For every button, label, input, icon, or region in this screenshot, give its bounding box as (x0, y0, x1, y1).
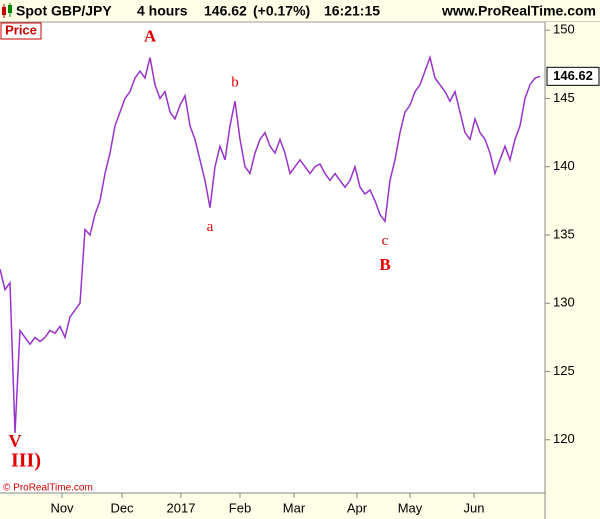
header-title: Spot GBP/JPY (16, 3, 112, 19)
wave-label: a (207, 219, 214, 235)
y-tick-label: 135 (553, 226, 575, 241)
panel-label: Price (5, 22, 37, 37)
y-tick-label: 145 (553, 90, 575, 105)
y-tick-label: 130 (553, 295, 575, 310)
header-bar (0, 0, 600, 22)
y-tick-label: 150 (553, 22, 575, 37)
x-tick-label: Dec (110, 500, 134, 515)
panel-label-box (0, 22, 42, 40)
x-tick-label: Jun (464, 500, 485, 515)
header-icon (2, 3, 12, 18)
y-axis-area (545, 22, 600, 519)
header-time: 16:21:15 (324, 3, 380, 19)
last-price-badge (546, 66, 600, 86)
x-tick-label: 2017 (167, 500, 196, 515)
wave-label: III) (11, 450, 41, 472)
header-period: 4 hours (137, 3, 188, 19)
y-tick-label: 125 (553, 363, 575, 378)
wave-label: V (9, 431, 22, 451)
y-tick-label: 140 (553, 158, 575, 173)
header-change: (+0.17%) (253, 3, 310, 19)
wave-label: c (382, 233, 389, 249)
x-tick-label: Mar (283, 500, 306, 515)
price-line (0, 54, 541, 433)
header-price: 146.62 (204, 3, 247, 19)
y-tick-label: 120 (553, 431, 575, 446)
header-website: www.ProRealTime.com (441, 3, 596, 19)
x-tick-label: Nov (50, 500, 74, 515)
x-tick-label: Feb (229, 500, 251, 515)
wave-label: B (379, 255, 390, 274)
x-axis-area (0, 493, 545, 519)
wave-label: A (144, 26, 157, 45)
copyright: © ProRealTime.com (3, 483, 93, 494)
wave-label: b (231, 75, 239, 91)
x-tick-label: May (398, 500, 423, 515)
x-tick-label: Apr (347, 500, 368, 515)
last-price-label: 146.62 (553, 68, 593, 83)
